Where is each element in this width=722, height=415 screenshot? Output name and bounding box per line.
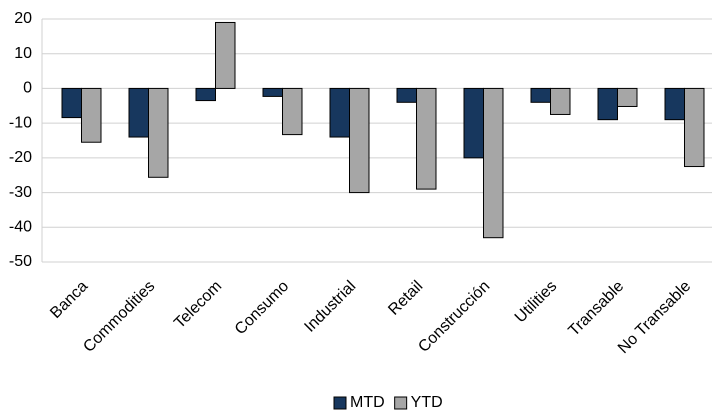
bar [215, 21, 236, 89]
y-tick-label: -40 [9, 219, 32, 236]
legend-label: YTD [411, 394, 443, 411]
x-tick-label: Utilities [512, 278, 560, 326]
bar [396, 87, 417, 103]
legend-swatch [394, 396, 408, 410]
x-tick-label: Banca [47, 278, 91, 322]
y-tick-label: -50 [9, 253, 32, 270]
y-tick-label: -30 [9, 184, 32, 201]
bar [597, 87, 618, 121]
bar [282, 87, 303, 136]
y-tick-label: 0 [23, 80, 32, 97]
bar [416, 87, 437, 190]
legend-swatch [333, 396, 347, 410]
bar [262, 87, 283, 97]
bar [195, 87, 216, 102]
x-tick-label: Consumo [232, 278, 293, 339]
x-tick-label: Retail [385, 278, 426, 319]
x-tick-label: Telecom [171, 278, 225, 332]
x-tick-label: Construcción [415, 278, 493, 356]
x-tick-label: Industrial [301, 278, 359, 336]
bar [329, 87, 350, 138]
bar [349, 87, 370, 194]
bar [463, 87, 484, 159]
bar [128, 87, 149, 138]
x-tick-label: Commodities [80, 278, 158, 356]
bar [81, 87, 102, 143]
y-tick-label: -20 [9, 149, 32, 166]
legend-label: MTD [350, 394, 385, 411]
y-tick-label: 20 [14, 10, 32, 27]
bar [684, 87, 705, 168]
y-tick-label: 10 [14, 45, 32, 62]
bar [148, 87, 169, 178]
y-tick-label: -10 [9, 114, 32, 131]
bar [61, 87, 82, 119]
bar [530, 87, 551, 103]
bar [617, 87, 638, 107]
bar [664, 87, 685, 121]
bar [550, 87, 571, 115]
x-tick-label: Transable [565, 278, 627, 340]
bar [483, 87, 504, 239]
